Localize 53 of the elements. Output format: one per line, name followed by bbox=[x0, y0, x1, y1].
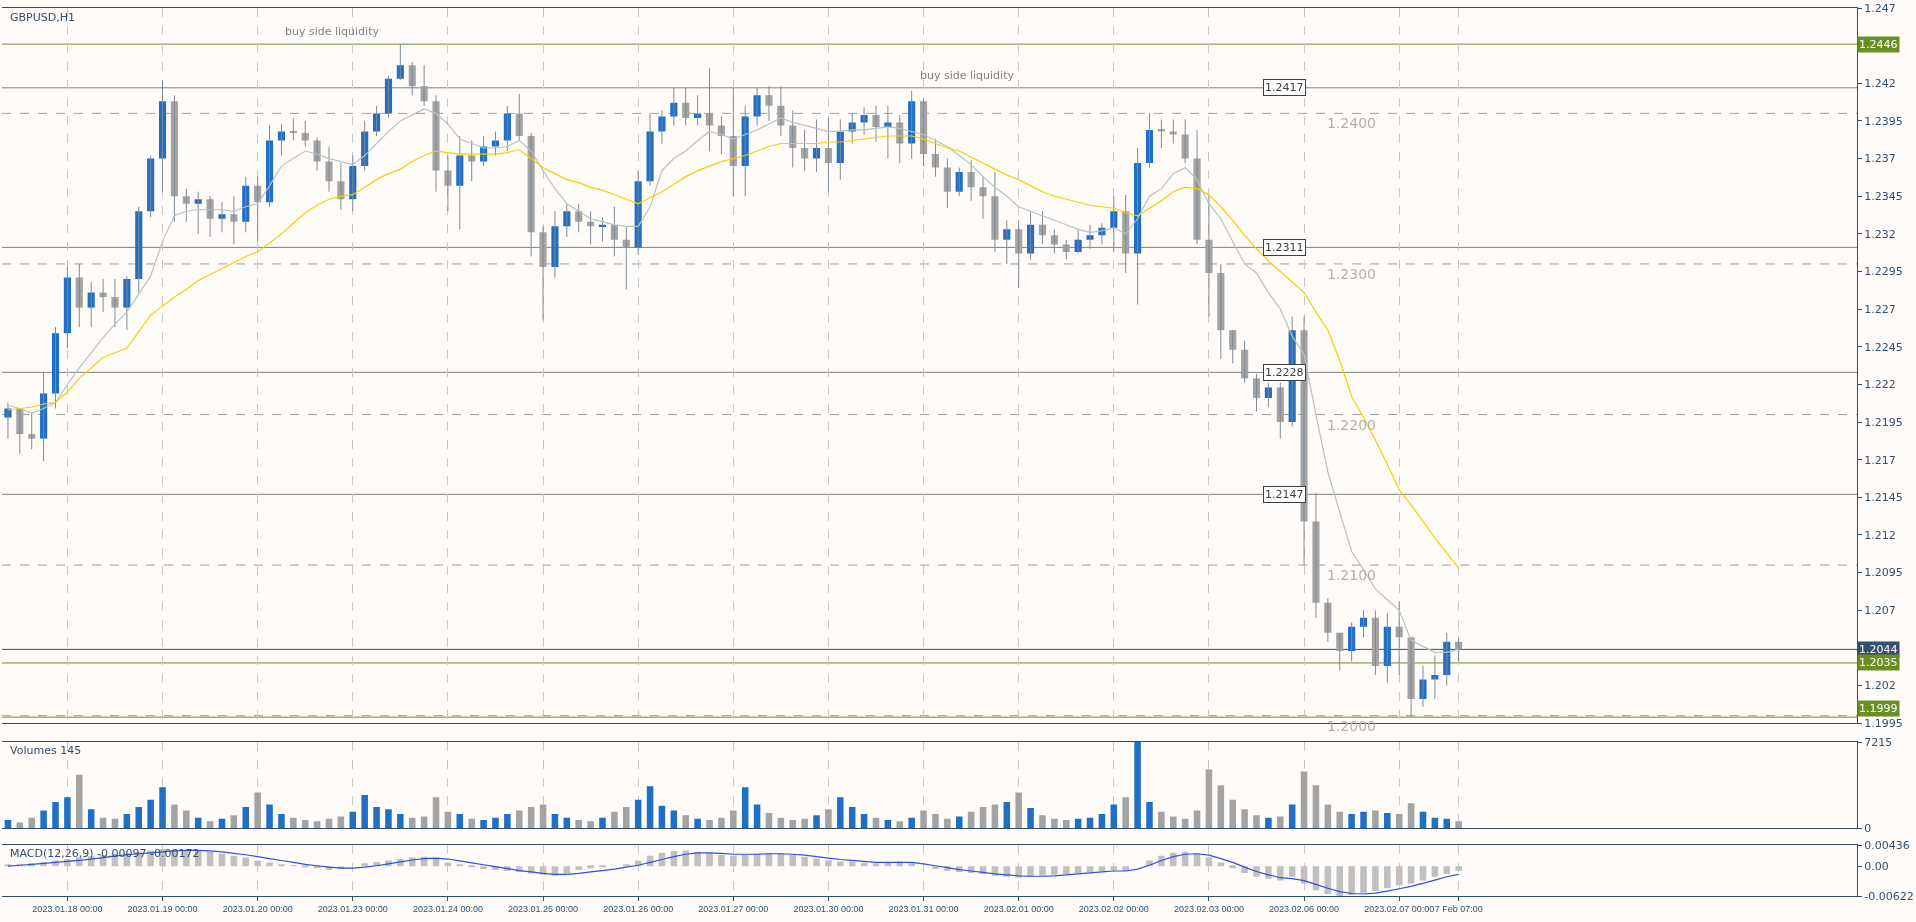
x-tick-label: 2023.02.06 00:00 bbox=[1269, 903, 1340, 914]
y-tick-label: 1.222 bbox=[1864, 378, 1896, 392]
x-tick-label: 2023.01.23 00:00 bbox=[317, 903, 388, 914]
y-tick-label: 1.247 bbox=[1864, 1, 1896, 15]
ref-line-label: 1.2300 bbox=[1327, 266, 1376, 282]
y-tick-label: 0.00 bbox=[1864, 860, 1889, 874]
y-tick-label: 1.237 bbox=[1864, 152, 1896, 166]
x-tick-label: 2023.01.19 00:00 bbox=[127, 903, 198, 914]
ref-line-label: 1.2044 bbox=[1859, 643, 1898, 656]
y-tick-label: 1.2395 bbox=[1864, 114, 1903, 128]
x-tick-label: 2023.02.07 00:00 bbox=[1364, 903, 1435, 914]
ref-line-label: 1.2228 bbox=[1265, 366, 1304, 379]
y-tick-label: 1.212 bbox=[1864, 528, 1896, 542]
y-tick-label: 1.217 bbox=[1864, 453, 1896, 467]
x-tick-label: 2023.01.27 00:00 bbox=[698, 903, 769, 914]
x-tick-label: 2023.01.18 00:00 bbox=[32, 903, 103, 914]
y-tick-label: 1.242 bbox=[1864, 77, 1896, 91]
x-tick-label: 2023.01.31 00:00 bbox=[888, 903, 959, 914]
x-tick-label: 2023.01.30 00:00 bbox=[793, 903, 864, 914]
y-tick-label: 1.1995 bbox=[1864, 717, 1903, 731]
y-tick-label: -0.00622 bbox=[1864, 889, 1914, 903]
annotation: buy side liquidity bbox=[285, 25, 380, 38]
ref-line-label: 1.2035 bbox=[1859, 656, 1898, 669]
y-tick-label: 1.232 bbox=[1864, 227, 1896, 241]
x-tick-label: 2023.01.25 00:00 bbox=[508, 903, 579, 914]
x-tick-label: 2023.01.26 00:00 bbox=[603, 903, 674, 914]
x-tick-label: 2023.02.03 00:00 bbox=[1173, 903, 1244, 914]
annotation: buy side liquidity bbox=[920, 69, 1015, 82]
ref-line-label: 1.2446 bbox=[1859, 38, 1898, 51]
y-tick-label: 1.2195 bbox=[1864, 415, 1903, 429]
ref-line-label: 1.2417 bbox=[1265, 81, 1304, 94]
y-tick-label: 1.2145 bbox=[1864, 491, 1903, 505]
chart-title: GBPUSD,H1 bbox=[10, 11, 75, 24]
y-tick-label: 1.2345 bbox=[1864, 190, 1903, 204]
ref-line-label: 1.2311 bbox=[1265, 241, 1304, 254]
y-tick-label: 0 bbox=[1864, 822, 1872, 836]
y-tick-label: 1.202 bbox=[1864, 679, 1896, 693]
x-tick-label: 2023.02.01 00:00 bbox=[983, 903, 1054, 914]
x-tick-label: 2023.01.24 00:00 bbox=[412, 903, 483, 914]
chart-title: Volumes 145 bbox=[10, 744, 82, 757]
x-tick-label: 7 Feb 07:00 bbox=[1434, 903, 1483, 914]
y-tick-label: 0.00436 bbox=[1864, 839, 1910, 853]
y-tick-label: 1.2295 bbox=[1864, 265, 1903, 279]
ref-line-label: 1.2400 bbox=[1327, 115, 1376, 131]
x-tick-label: 2023.02.02 00:00 bbox=[1078, 903, 1149, 914]
ref-line-label: 1.1999 bbox=[1859, 702, 1898, 715]
y-tick-label: 7215 bbox=[1864, 735, 1893, 749]
y-tick-label: 1.227 bbox=[1864, 302, 1896, 316]
ref-line-label: 1.2147 bbox=[1265, 488, 1304, 501]
y-tick-label: 1.2245 bbox=[1864, 340, 1903, 354]
x-tick-label: 2023.01.20 00:00 bbox=[222, 903, 293, 914]
y-tick-label: 1.207 bbox=[1864, 604, 1896, 618]
y-tick-label: 1.2095 bbox=[1864, 566, 1903, 580]
